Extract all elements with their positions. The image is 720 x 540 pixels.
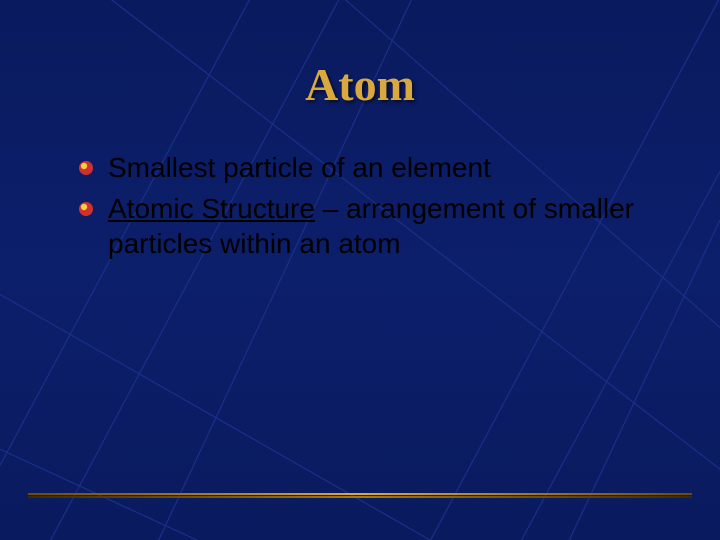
divider-top xyxy=(28,493,692,495)
text-run: Atomic Structure xyxy=(108,193,315,224)
divider-line xyxy=(28,493,692,498)
text-run: Smallest particle of an element xyxy=(108,152,491,183)
bullet-text: Smallest particle of an element xyxy=(108,150,491,185)
divider-bottom xyxy=(28,496,692,498)
bullet-icon xyxy=(78,201,94,217)
slide-content: Smallest particle of an element Atomic St… xyxy=(78,150,660,267)
bullet-icon xyxy=(78,160,94,176)
bullet-item: Smallest particle of an element xyxy=(78,150,660,185)
bullet-item: Atomic Structure – arrangement of smalle… xyxy=(78,191,660,261)
slide: Atom Smallest particle of an element Atom… xyxy=(0,0,720,540)
bullet-text: Atomic Structure – arrangement of smalle… xyxy=(108,191,660,261)
slide-title: Atom xyxy=(0,58,720,111)
